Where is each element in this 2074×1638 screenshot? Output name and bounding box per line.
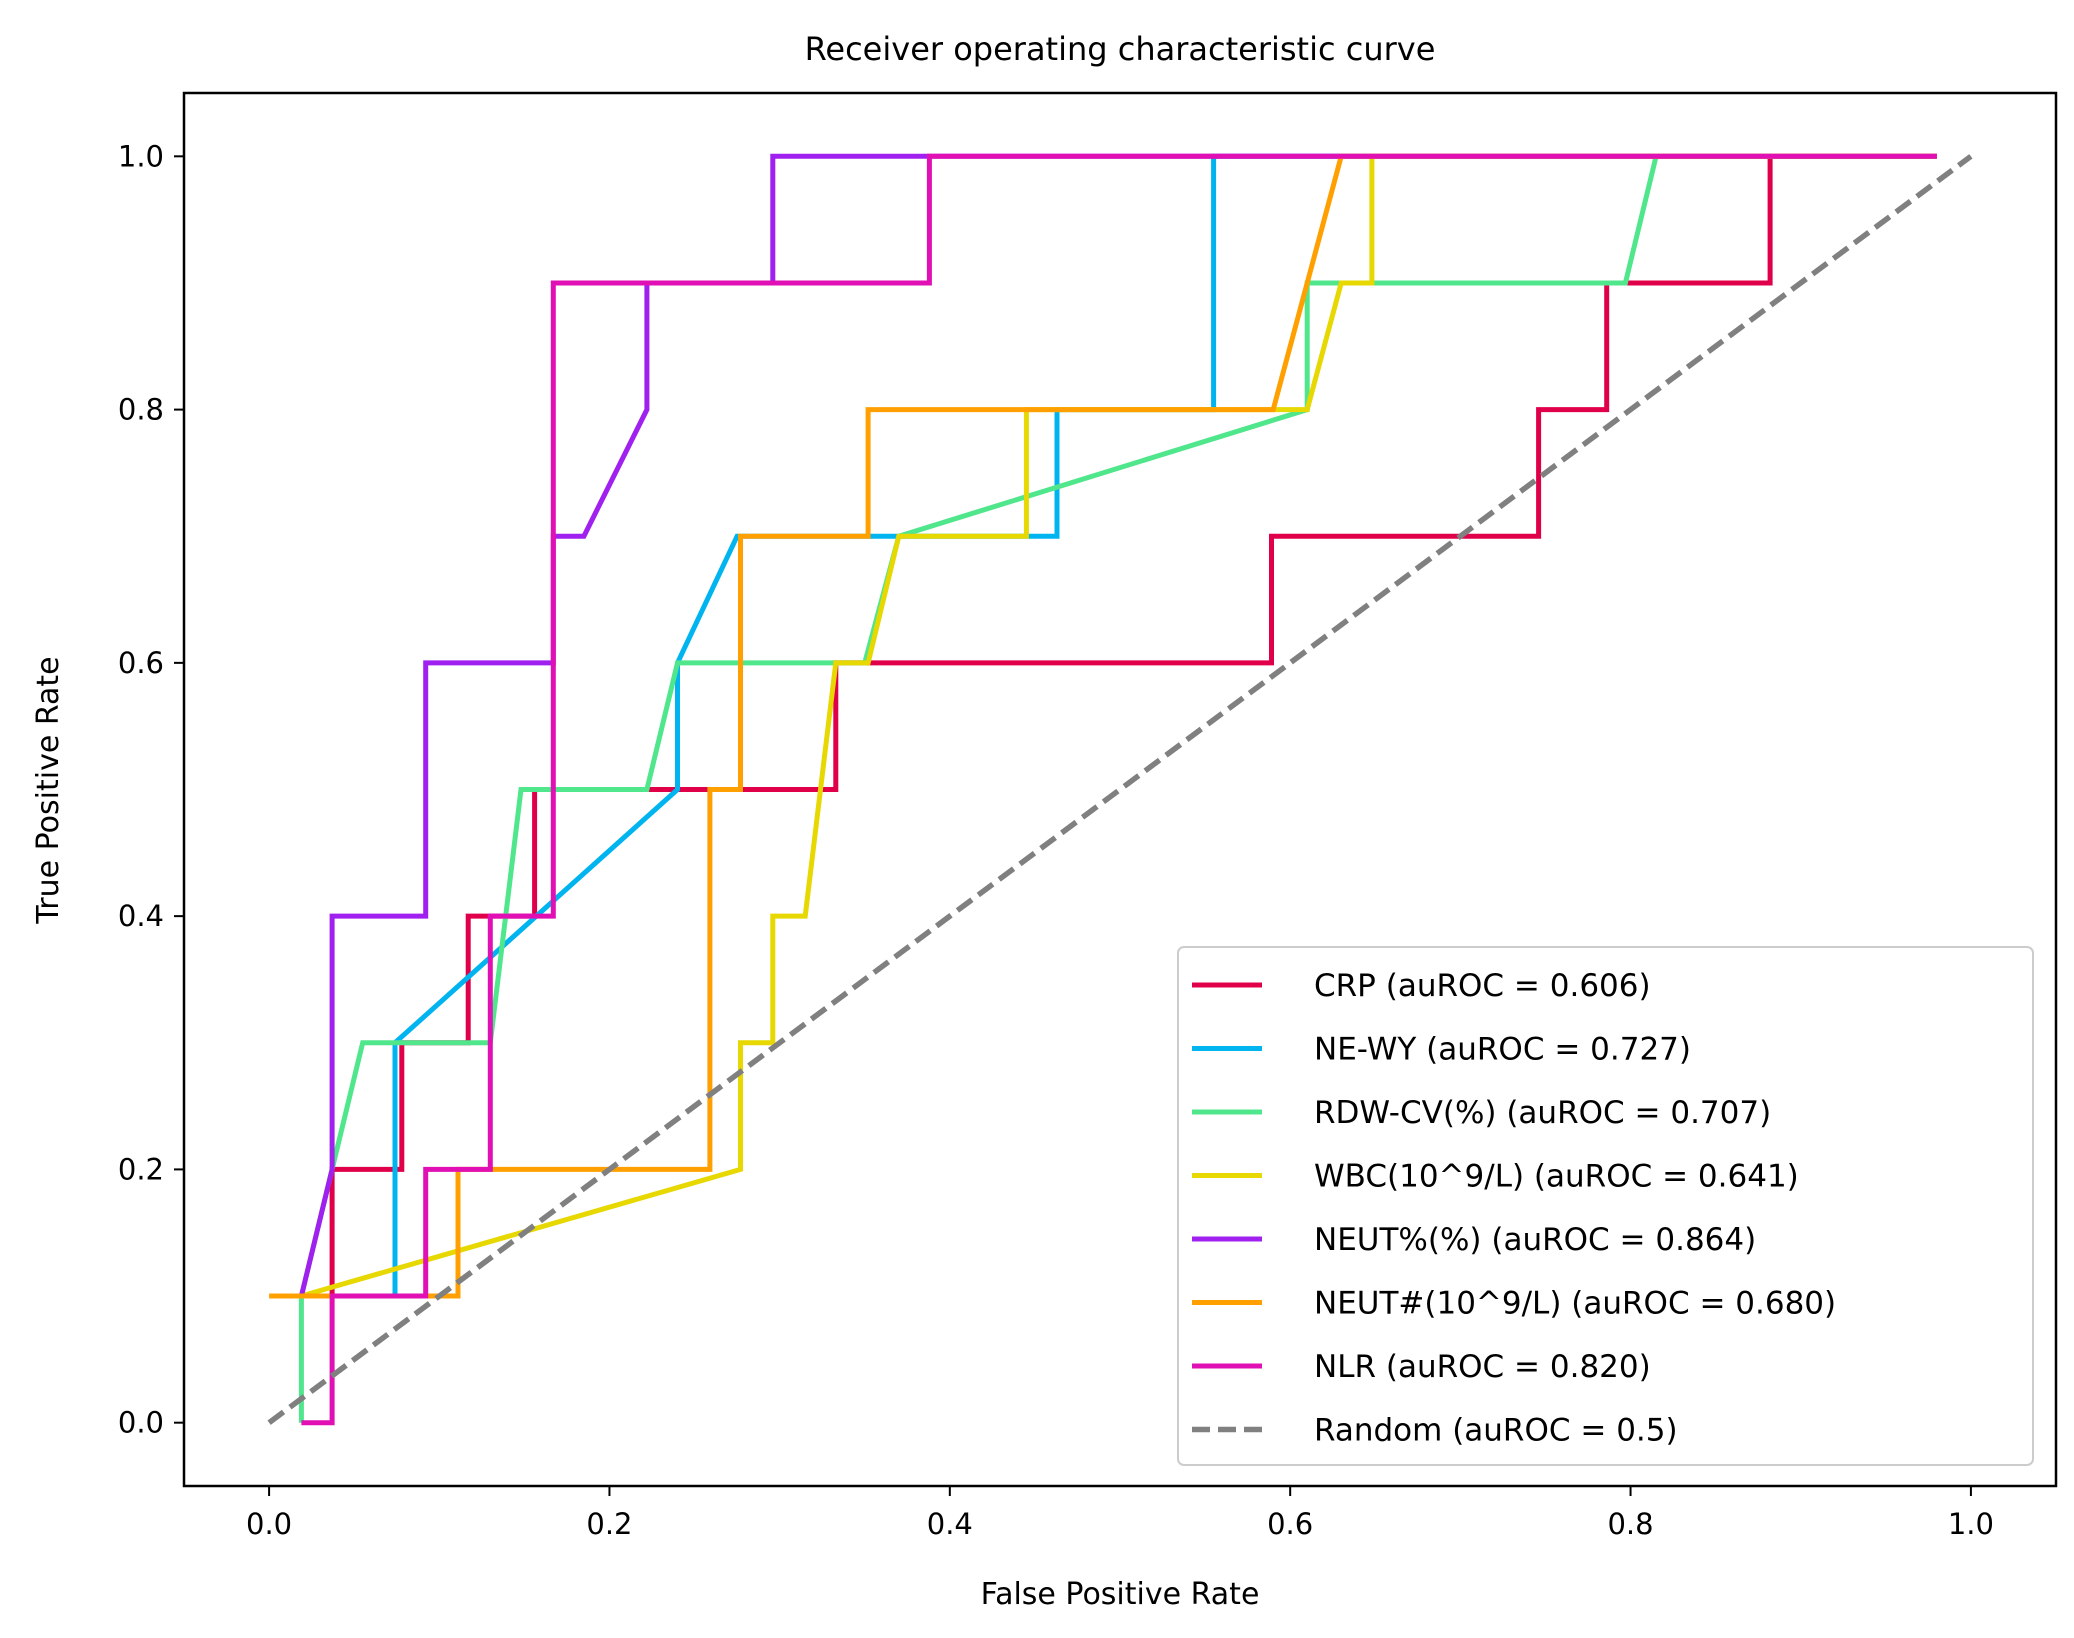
series-line-2 <box>301 153 1937 1299</box>
legend-label-3: RDW-CV(%) (auROC = 0.707) <box>1314 1095 1771 1131</box>
y-tick-label: 0.4 <box>118 899 164 933</box>
x-tick-label: 0.0 <box>246 1507 292 1541</box>
x-axis: 0.0 0.2 0.4 0.6 0.8 1.0 <box>246 1486 1994 1541</box>
y-axis: 0.0 0.2 0.4 0.6 0.8 1.0 <box>118 139 184 1440</box>
legend-label-6: NEUT#(10^9/L) (auROC = 0.680) <box>1314 1286 1836 1322</box>
x-tick-label: 0.8 <box>1607 1507 1653 1541</box>
legend-box <box>1177 946 2034 1466</box>
x-tick-label: 0.4 <box>927 1507 973 1541</box>
legend-label-5: NEUT%(%) (auROC = 0.864) <box>1314 1222 1756 1258</box>
y-tick-label: 1.0 <box>118 139 164 173</box>
x-tick-label: 0.6 <box>1267 1507 1313 1541</box>
legend-label-2: NE-WY (auROC = 0.727) <box>1314 1032 1691 1068</box>
series-line-7 <box>301 153 1937 1426</box>
legend-label-7: NLR (auROC = 0.820) <box>1314 1349 1651 1385</box>
y-axis-label: True Positive Rate <box>31 656 66 924</box>
y-tick-label: 0.2 <box>118 1152 164 1186</box>
plot-frame <box>182 91 2058 1488</box>
y-tick-label: 0.0 <box>118 1406 164 1440</box>
series-line-1 <box>301 153 1937 1299</box>
x-tick-label: 0.2 <box>586 1507 632 1541</box>
series-layer <box>267 153 1973 1426</box>
legend-label-1: CRP (auROC = 0.606) <box>1314 968 1651 1004</box>
y-tick-label: 0.8 <box>118 393 164 427</box>
x-tick-label: 1.0 <box>1948 1507 1994 1541</box>
legend-label-8: Random (auROC = 0.5) <box>1314 1413 1678 1449</box>
legend-label-4: WBC(10^9/L) (auROC = 0.641) <box>1314 1159 1799 1195</box>
y-tick-label: 0.6 <box>118 646 164 680</box>
series-line-6 <box>269 153 1937 1299</box>
chart-title: Receiver operating characteristic curve <box>805 30 1436 68</box>
series-line-8 <box>267 154 1973 1425</box>
series-line-3 <box>298 153 1937 1423</box>
x-axis-label: False Positive Rate <box>981 1577 1260 1612</box>
series-line-4 <box>300 153 1937 1299</box>
legend: CRP (auROC = 0.606) NE-WY (auROC = 0.727)… <box>1177 946 2034 1466</box>
